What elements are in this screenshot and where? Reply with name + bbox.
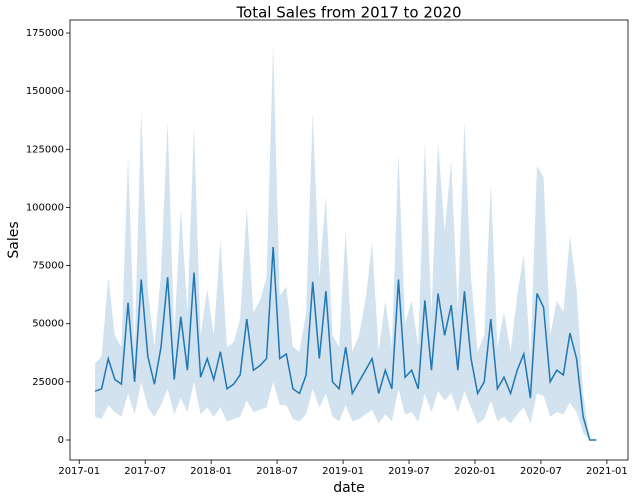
x-tick-label: 2020-07 [520, 466, 562, 477]
x-tick-label: 2019-07 [388, 466, 430, 477]
x-tick-label: 2017-01 [58, 466, 100, 477]
x-tick-label: 2017-07 [124, 466, 166, 477]
y-tick-label: 0 [58, 435, 64, 446]
x-tick-label: 2019-01 [322, 466, 364, 477]
x-axis-label: date [333, 480, 365, 496]
chart-title: Total Sales from 2017 to 2020 [235, 4, 461, 22]
plot-frame [69, 19, 629, 461]
y-axis-label: Sales [6, 221, 22, 258]
x-tick-label: 2018-07 [256, 466, 298, 477]
y-tick-label: 150000 [26, 86, 64, 97]
y-tick-label: 25000 [32, 377, 64, 388]
y-tick-label: 175000 [26, 28, 64, 39]
y-tick-label: 125000 [26, 144, 64, 155]
x-tick-label: 2020-01 [454, 466, 496, 477]
y-tick-label: 50000 [32, 319, 64, 330]
y-tick-label: 100000 [26, 202, 64, 213]
confidence-band [95, 44, 597, 441]
x-tick-label: 2021-01 [586, 466, 628, 477]
x-tick-label: 2018-01 [190, 466, 232, 477]
y-tick-label: 75000 [32, 261, 64, 272]
sales-line [94, 246, 597, 441]
